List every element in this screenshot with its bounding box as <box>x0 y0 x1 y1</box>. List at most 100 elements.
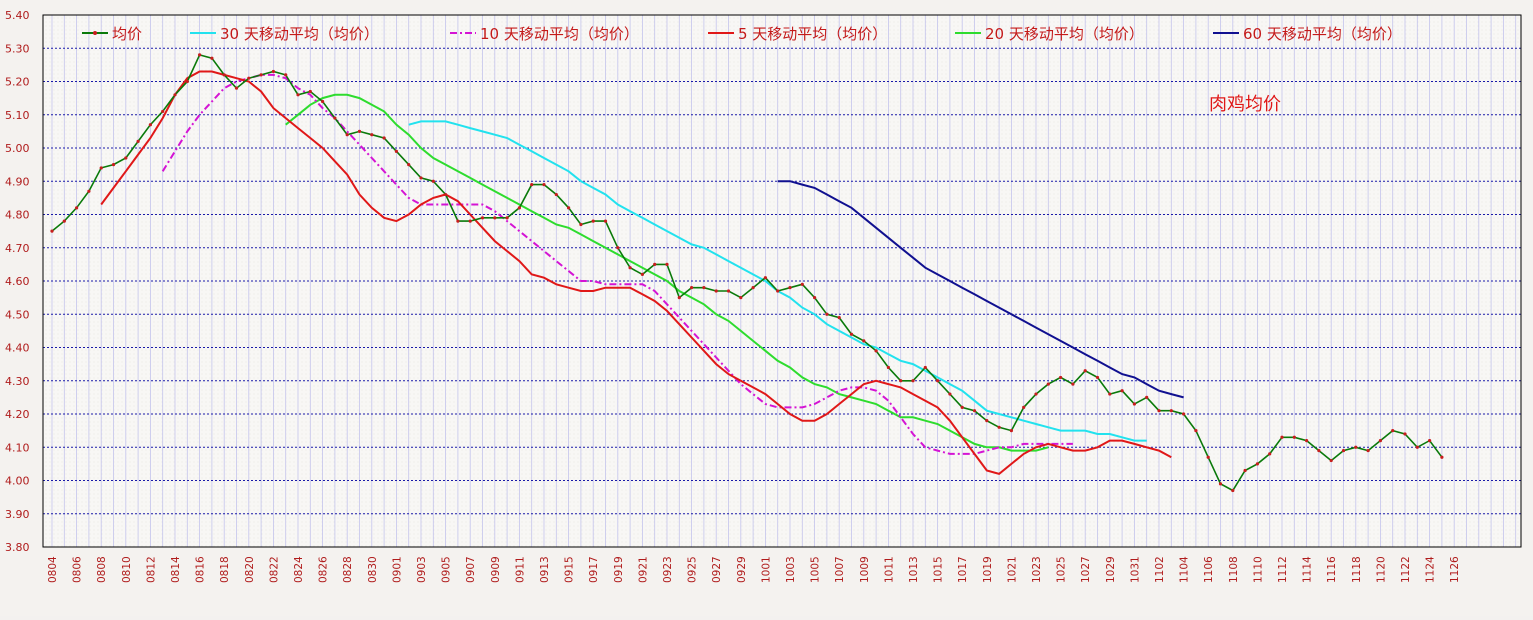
data-point <box>308 89 312 94</box>
data-point <box>1132 402 1136 406</box>
x-tick-label: 0818 <box>219 556 231 583</box>
data-point <box>333 116 337 120</box>
data-point <box>161 109 165 114</box>
x-tick-label: 0828 <box>342 556 354 583</box>
data-point <box>321 99 325 104</box>
data-point <box>234 86 239 90</box>
y-tick-label: 5.30 <box>5 42 30 55</box>
plot-area <box>43 15 1521 547</box>
x-tick-label: 1009 <box>859 556 871 583</box>
data-point <box>1243 468 1247 473</box>
data-point <box>1231 488 1235 493</box>
data-point <box>960 405 964 409</box>
data-point <box>849 332 854 336</box>
data-point <box>874 349 878 353</box>
data-point <box>1059 375 1063 380</box>
data-point <box>271 69 275 74</box>
x-tick-label: 0901 <box>391 556 403 583</box>
data-point <box>591 219 595 223</box>
x-tick-label: 0808 <box>96 556 108 583</box>
x-tick-label: 0905 <box>441 556 453 583</box>
x-tick-label: 0923 <box>662 556 674 583</box>
data-point <box>1354 445 1358 449</box>
x-tick-label: 1001 <box>760 556 772 583</box>
data-point <box>222 73 226 77</box>
data-point <box>1169 409 1173 413</box>
x-tick-label: 1031 <box>1129 556 1141 583</box>
x-tick-label: 0921 <box>637 556 649 583</box>
data-point <box>444 192 448 197</box>
y-tick-label: 4.30 <box>5 375 30 388</box>
data-point <box>530 182 534 187</box>
data-point <box>198 53 202 57</box>
series-line-5 <box>777 180 1184 399</box>
series-line-4 <box>285 93 1049 452</box>
data-point <box>628 266 632 270</box>
data-point <box>690 286 694 290</box>
data-point <box>1428 439 1432 443</box>
legend-label-2: 10 天移动平均（均价） <box>480 25 639 43</box>
data-point <box>1182 412 1186 416</box>
x-tick-label: 1017 <box>957 556 969 583</box>
data-point <box>75 206 79 210</box>
data-point <box>726 289 731 293</box>
data-point <box>886 365 891 370</box>
x-tick-label: 0913 <box>539 556 551 583</box>
data-point <box>1440 455 1444 459</box>
data-point <box>936 379 940 383</box>
data-point <box>345 133 349 137</box>
data-point <box>50 229 54 233</box>
legend-label-0: 均价 <box>112 25 142 43</box>
y-tick-label: 4.10 <box>5 441 30 454</box>
data-point <box>468 219 472 223</box>
data-point <box>640 272 645 276</box>
x-tick-label: 1108 <box>1228 556 1240 583</box>
data-point <box>702 286 706 290</box>
data-point <box>1317 448 1321 453</box>
x-tick-label: 0814 <box>170 556 182 583</box>
x-tick-label: 0826 <box>318 556 330 583</box>
x-tick-label: 1015 <box>933 556 945 583</box>
y-tick-label: 5.00 <box>5 142 30 155</box>
x-tick-label: 0907 <box>465 556 477 583</box>
x-tick-label: 1124 <box>1425 556 1437 583</box>
x-tick-label: 0830 <box>367 556 379 583</box>
y-tick-label: 4.60 <box>5 275 30 288</box>
x-tick-label: 0925 <box>687 556 699 583</box>
data-point <box>370 133 374 137</box>
legend-label-4: 20 天移动平均（均价） <box>985 25 1144 43</box>
y-tick-label: 3.80 <box>5 541 30 554</box>
data-point <box>813 296 817 300</box>
data-point <box>1034 392 1038 396</box>
data-point <box>579 222 583 227</box>
data-point <box>1095 375 1100 380</box>
x-tick-label: 1021 <box>1006 556 1018 583</box>
x-tick-label: 0812 <box>145 556 157 583</box>
y-tick-label: 4.80 <box>5 209 30 222</box>
legend-label-5: 60 天移动平均（均价） <box>1243 25 1402 43</box>
data-point <box>1329 458 1333 463</box>
data-point <box>284 73 288 77</box>
data-point <box>1157 409 1161 413</box>
data-point <box>407 163 411 167</box>
y-tick-label: 4.00 <box>5 475 30 488</box>
x-tick-label: 0820 <box>244 556 256 583</box>
data-point <box>677 296 681 300</box>
x-tick-label: 0927 <box>711 556 723 583</box>
data-point <box>1255 462 1259 466</box>
data-point <box>1218 482 1223 486</box>
data-point <box>739 296 743 300</box>
data-point <box>394 149 398 153</box>
data-point <box>480 216 485 220</box>
series-line-2 <box>161 73 1073 455</box>
y-tick-label: 4.20 <box>5 408 30 421</box>
data-point <box>1341 448 1346 453</box>
data-point <box>1083 369 1087 373</box>
data-point <box>837 315 841 320</box>
data-point <box>111 163 116 167</box>
x-tick-label: 1126 <box>1449 556 1461 583</box>
data-point <box>665 262 669 266</box>
y-tick-label: 5.10 <box>5 109 30 122</box>
data-point <box>185 79 189 84</box>
